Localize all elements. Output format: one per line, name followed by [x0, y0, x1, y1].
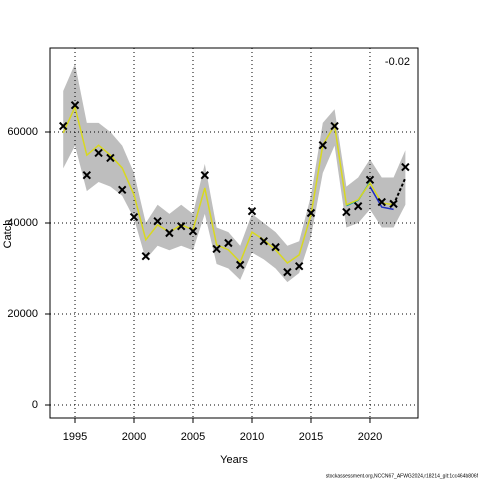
observed-point	[271, 242, 280, 252]
observed-point	[401, 162, 410, 172]
observed-point	[106, 153, 115, 163]
observed-point	[235, 260, 245, 270]
fit-line	[62, 104, 394, 265]
fit-line	[369, 186, 394, 211]
observed-point	[247, 206, 257, 216]
x-tick-label: 1995	[63, 431, 87, 443]
observed-point	[353, 201, 363, 211]
observed-point	[59, 121, 68, 131]
observed-point	[318, 140, 327, 150]
y-tick-label: 40000	[7, 217, 38, 229]
observed-point	[176, 221, 186, 231]
observed-point	[330, 121, 339, 131]
observed-point	[342, 207, 351, 217]
observed-point	[165, 228, 174, 238]
observed-point	[224, 238, 233, 248]
observed-point	[82, 171, 92, 180]
annotation: -0.02	[385, 56, 410, 68]
plot-frame	[49, 47, 419, 419]
confidence-band	[63, 63, 406, 283]
observed-point	[129, 212, 139, 222]
observed-point	[188, 226, 198, 236]
y-tick-label: 20000	[7, 308, 38, 320]
y-axis-label: Catch	[2, 220, 14, 249]
x-tick-label: 2000	[122, 431, 146, 443]
observed-point	[365, 175, 375, 184]
observed-point	[283, 267, 292, 277]
observed-point	[294, 262, 304, 271]
observed-point	[141, 252, 151, 261]
y-tick-label: 0	[32, 399, 38, 411]
x-tick-label: 2015	[299, 431, 323, 443]
x-tick-label: 2020	[358, 431, 382, 443]
x-axis-label: Years	[220, 454, 248, 466]
observed-point	[153, 216, 162, 226]
observed-point	[200, 171, 210, 180]
observed-point	[94, 148, 103, 158]
y-tick-label: 60000	[7, 126, 38, 138]
x-tick-label: 2005	[181, 431, 205, 443]
observed-point	[118, 185, 127, 194]
observed-point	[306, 208, 316, 218]
observed-point	[377, 197, 386, 207]
observed-point	[70, 100, 80, 110]
observed-point	[212, 244, 221, 254]
footer: stockassessment.org,NCCN67_AFWG2024,r182…	[326, 473, 479, 479]
observed-point	[259, 236, 268, 246]
observed-point	[389, 199, 398, 209]
x-tick-label: 2010	[240, 431, 264, 443]
